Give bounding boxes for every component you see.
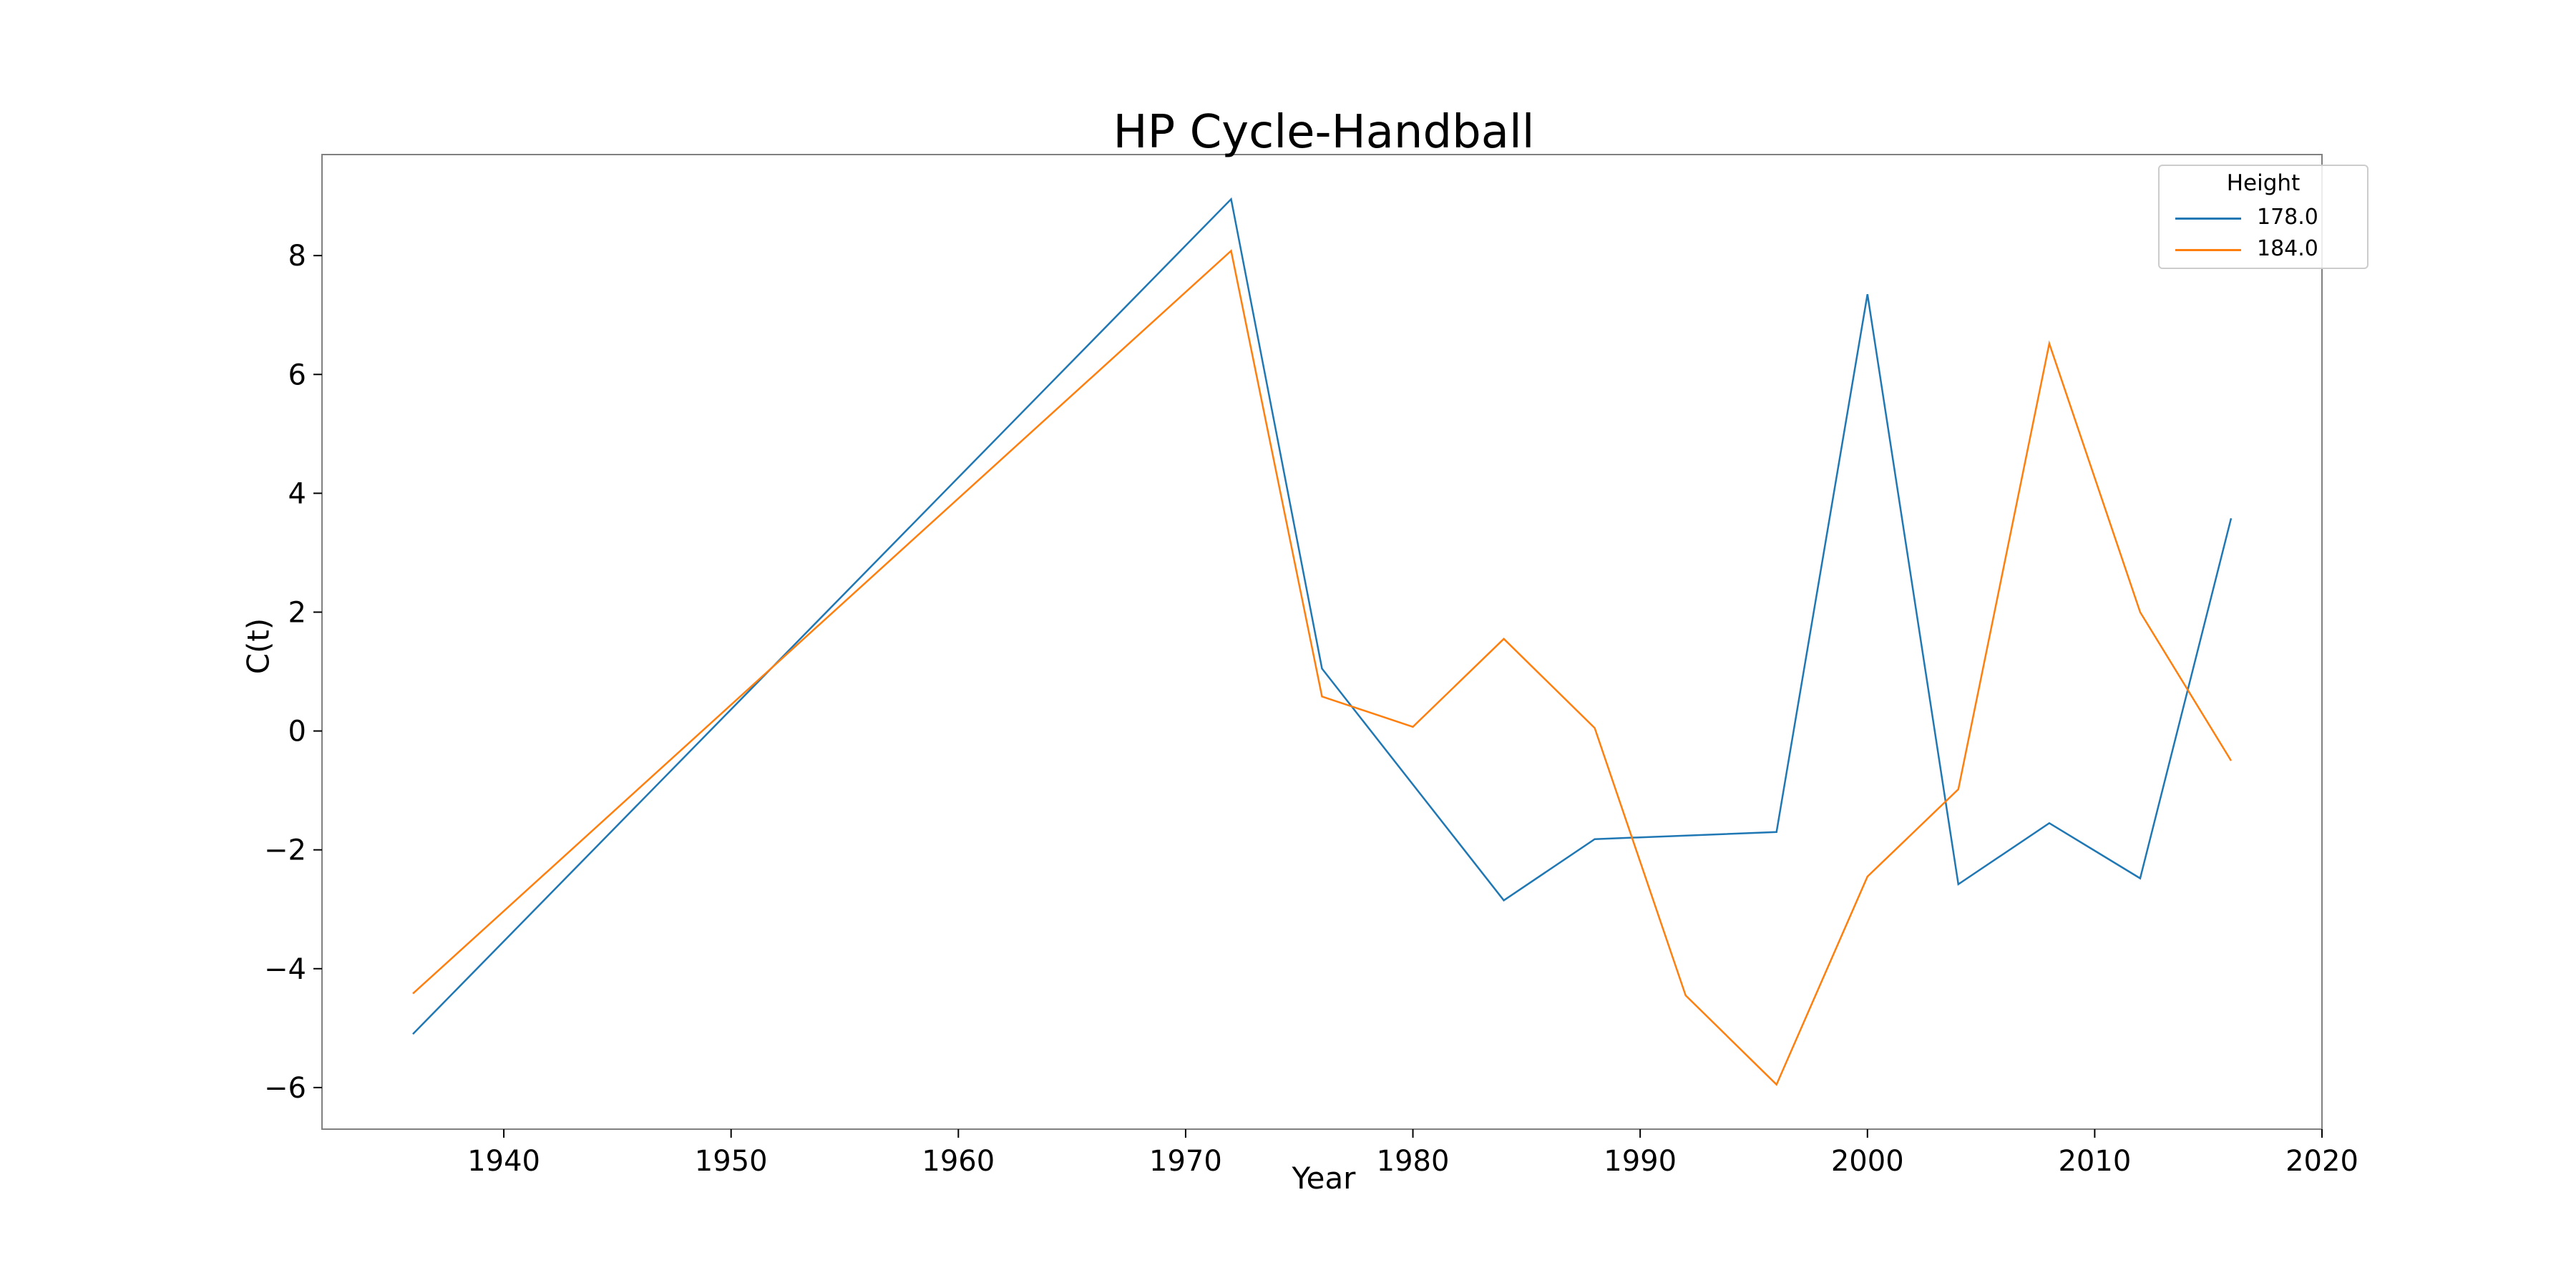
x-tick-label: 1950: [695, 1145, 768, 1178]
legend-label-184: 184.0: [2257, 236, 2318, 261]
x-tick-label: 2010: [2058, 1145, 2131, 1178]
y-tick-label: 2: [288, 596, 306, 629]
legend-item-178: 178.0: [2167, 203, 2360, 232]
y-tick-label: 8: [288, 240, 306, 273]
plot-frame: [321, 154, 2323, 1130]
legend-label-178: 178.0: [2257, 205, 2318, 230]
legend-swatch-178: [2175, 218, 2241, 220]
legend-item-184: 184.0: [2167, 235, 2360, 263]
legend-swatch-184: [2175, 249, 2241, 251]
x-tick-label: 2000: [1831, 1145, 1904, 1178]
x-tick-label: 1960: [922, 1145, 995, 1178]
y-tick-label: 4: [288, 477, 306, 510]
y-tick-label: −4: [264, 953, 306, 986]
x-tick-label: 1940: [467, 1145, 540, 1178]
series-line-178-0: [412, 197, 2233, 1035]
y-tick-label: 0: [288, 716, 306, 748]
legend-title: Height: [2226, 170, 2301, 196]
legend: Height 178.0 184.0: [2158, 165, 2368, 269]
x-axis-label: Year: [1292, 1161, 1356, 1196]
series-lines: [412, 197, 2233, 1086]
series-line-184-0: [412, 249, 2233, 1086]
x-tick-label: 1980: [1377, 1145, 1450, 1178]
y-tick-label: −2: [264, 834, 306, 867]
y-tick-label: 6: [288, 358, 306, 391]
y-axis-label: C(t): [240, 618, 276, 675]
x-tick-label: 1990: [1604, 1145, 1677, 1178]
y-tick-label: −6: [264, 1072, 306, 1105]
y-axis-ticks: −6 −4 −2 0 2 4 6 8: [264, 240, 322, 1105]
x-tick-label: 1970: [1149, 1145, 1222, 1178]
chart-title: HP Cycle-Handball: [1113, 106, 1535, 159]
x-tick-label: 2020: [2285, 1145, 2358, 1178]
x-axis-ticks: 1940 1950 1960 1970 1980 1990 2000 2010 2020: [467, 1129, 2358, 1178]
